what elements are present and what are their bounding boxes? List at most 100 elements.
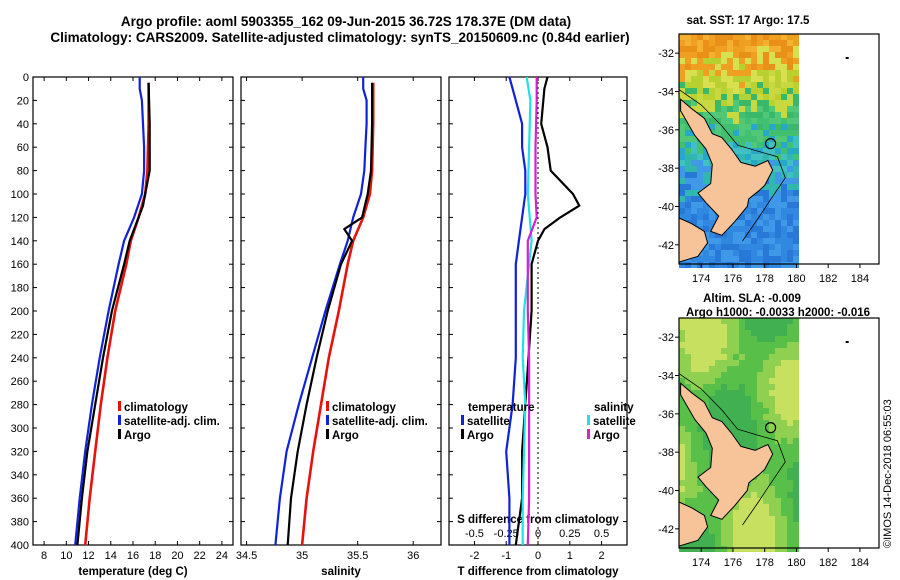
map-cell (763, 324, 769, 330)
map-cell (793, 324, 799, 330)
map-cell (769, 330, 775, 336)
map-cell (721, 402, 727, 408)
map-cell (739, 76, 745, 82)
map-cell (721, 336, 727, 342)
map-cell (775, 516, 781, 522)
map-cell (715, 348, 721, 354)
map-cell (757, 414, 763, 420)
map-cell (685, 196, 691, 202)
map-cell (721, 100, 727, 106)
map-cell (781, 184, 787, 190)
map-cell (745, 360, 751, 366)
map-cell (757, 390, 763, 396)
map-cell (727, 330, 733, 336)
legend-climatology-swatch (118, 401, 121, 411)
map-cell (721, 546, 727, 552)
map-cell (697, 40, 703, 46)
map-cell (739, 360, 745, 366)
map-cell (781, 396, 787, 402)
map-cell (679, 486, 685, 492)
map-cell (769, 88, 775, 94)
map-cell (793, 510, 799, 516)
x-tick-label: 20 (171, 550, 183, 562)
map-cell (757, 498, 763, 504)
map-cell (727, 414, 733, 420)
map-cell (715, 46, 721, 52)
map-cell (727, 94, 733, 100)
map-cell (751, 480, 757, 486)
map-cell (679, 318, 685, 324)
map-cell (679, 450, 685, 456)
map-cell (691, 330, 697, 336)
map-cell (703, 348, 709, 354)
map-cell (691, 64, 697, 70)
map-cell (709, 324, 715, 330)
map-cell (757, 378, 763, 384)
map-cell (709, 546, 715, 552)
map-cell (691, 214, 697, 220)
map-cell (763, 348, 769, 354)
map-cell (745, 324, 751, 330)
map-cell (793, 444, 799, 450)
map-cell (727, 142, 733, 148)
map-cell (757, 130, 763, 136)
x-tick-label: 35.5 (347, 550, 368, 562)
map-cell (721, 522, 727, 528)
map-cell (775, 64, 781, 70)
map-cell (751, 384, 757, 390)
map-cell (739, 52, 745, 58)
depth-tick-label: 0 (23, 72, 29, 84)
map-cell (739, 58, 745, 64)
map-cell (685, 46, 691, 52)
x-tick-label: 1 (567, 550, 573, 562)
map-cell (679, 438, 685, 444)
map-cell (769, 540, 775, 546)
map-cell (685, 214, 691, 220)
map-cell (787, 474, 793, 480)
map-cell (703, 208, 709, 214)
map-cell (715, 522, 721, 528)
map-cell (733, 432, 739, 438)
map-cell (769, 178, 775, 184)
map-cell (781, 214, 787, 220)
map-cell (781, 390, 787, 396)
map-cell (775, 420, 781, 426)
map-cell (727, 244, 733, 250)
map-cell (703, 450, 709, 456)
map-cell (745, 402, 751, 408)
map-cell (739, 40, 745, 46)
map-cell (733, 420, 739, 426)
map-cell (751, 390, 757, 396)
map-cell (739, 408, 745, 414)
map-cell (703, 70, 709, 76)
map-cell (787, 408, 793, 414)
map-cell (697, 70, 703, 76)
map-cell (715, 34, 721, 40)
map-cell (751, 88, 757, 94)
map-cell (721, 244, 727, 250)
map-cell (745, 262, 751, 268)
sla-map: -32 -34 -36 -38 -40 -42 174 176 178 180 182 184 (658, 317, 880, 569)
depth-tick-label: 20 (17, 95, 29, 107)
map-cell (793, 244, 799, 250)
map-cell (769, 528, 775, 534)
map-cell (763, 184, 769, 190)
map-cell (685, 324, 691, 330)
map-cell (793, 372, 799, 378)
map-cell (691, 190, 697, 196)
map-cell (703, 64, 709, 70)
map-cell (745, 522, 751, 528)
map-frame (678, 33, 880, 265)
map-cell (733, 58, 739, 64)
map-cell (709, 214, 715, 220)
map-cell (679, 34, 685, 40)
map-cell (715, 52, 721, 58)
map-cell (715, 70, 721, 76)
map-cell (781, 250, 787, 256)
map-cell (763, 330, 769, 336)
map-cell (757, 408, 763, 414)
map-cell (769, 40, 775, 46)
legend-argo-label: Argo (332, 430, 359, 442)
map-cell (703, 516, 709, 522)
map-cell (691, 474, 697, 480)
